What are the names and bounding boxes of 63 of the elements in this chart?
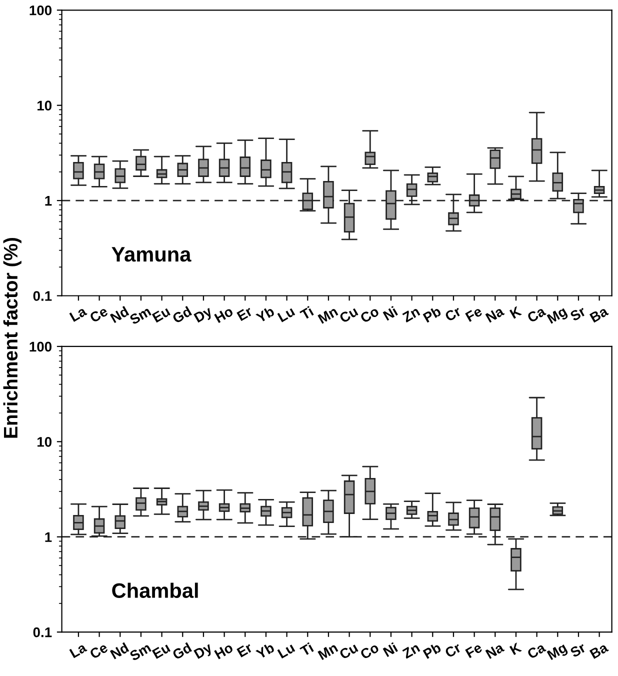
x-tick-label: Eu: [152, 306, 171, 323]
x-tick-label: Ce: [89, 642, 108, 660]
x-tick-label: Ni: [382, 642, 398, 657]
x-tick-label: Mg: [546, 642, 569, 663]
x-tick-label: K: [509, 642, 522, 656]
x-tick-label: Ho: [214, 642, 234, 660]
x-tick-label: Ti: [299, 306, 314, 320]
y-tick-label: 0.1: [33, 627, 52, 638]
x-tick-label: Co: [360, 306, 380, 324]
x-tick-label: Cr: [444, 306, 462, 322]
x-tick-label: Yb: [255, 306, 276, 324]
x-tick-label: Zn: [402, 306, 420, 322]
x-tick-label: Ce: [89, 306, 108, 323]
x-tick-label: Lu: [277, 306, 296, 322]
x-tick-label: Mg: [546, 306, 569, 326]
x-tick-label: Ti: [299, 642, 314, 656]
y-tick-label: 0.1: [33, 291, 52, 301]
x-tick-label: Sm: [128, 642, 152, 662]
x-tick-label: Lu: [277, 642, 296, 659]
y-tick-label: 100: [30, 5, 52, 16]
x-tick-label: Ba: [589, 642, 609, 660]
annotation: Chambal: [112, 582, 198, 598]
x-tick-label: K: [509, 306, 522, 319]
x-tick-label: Fe: [465, 642, 483, 658]
x-tick-label: Cu: [338, 306, 358, 324]
x-tick-label: Cr: [444, 642, 462, 658]
x-tick-label: Fe: [465, 306, 483, 322]
x-tick-label: Sm: [128, 306, 152, 325]
y-axis-title: Enrichment factor (%): [3, 238, 22, 438]
x-tick-label: Sr: [569, 306, 587, 322]
x-tick-label: Gd: [172, 642, 192, 660]
x-tick-label: Er: [236, 306, 254, 322]
x-tick-label: Er: [236, 642, 254, 658]
x-tick-label: Dy: [194, 306, 214, 326]
x-tick-label: La: [69, 306, 88, 322]
y-tick-label: 1: [45, 532, 52, 542]
x-tick-label: Zn: [402, 642, 420, 659]
x-tick-label: Mn: [318, 642, 338, 660]
x-tick-label: Mn: [318, 306, 338, 324]
x-tick-label: Dy: [194, 642, 214, 662]
x-tick-label: Ba: [589, 306, 609, 323]
x-tick-label: Ni: [382, 306, 398, 321]
x-tick-label: Ho: [214, 306, 234, 324]
y-tick-label: 100: [30, 342, 52, 352]
x-tick-label: Eu: [152, 642, 171, 660]
x-tick-label: La: [69, 642, 88, 658]
x-tick-label: Nd: [110, 306, 130, 324]
x-tick-label: Sr: [569, 642, 587, 658]
x-tick-label: Ca: [526, 642, 546, 660]
x-tick-label: Cu: [338, 642, 358, 660]
x-tick-label: Na: [485, 642, 505, 660]
x-tick-label: Co: [360, 642, 380, 660]
x-tick-label: Na: [485, 306, 505, 323]
y-tick-label: 10: [38, 436, 52, 447]
x-tick-label: Yb: [255, 642, 276, 660]
y-tick-label: 10: [38, 100, 52, 111]
y-tick-label: 1: [45, 196, 52, 206]
x-tick-label: Gd: [172, 306, 192, 324]
x-tick-label: Nd: [110, 642, 130, 660]
x-tick-label: Ca: [526, 306, 546, 323]
x-tick-label: Pb: [422, 306, 442, 323]
x-tick-label: Pb: [422, 642, 442, 660]
annotation: Yamuna: [112, 247, 192, 262]
